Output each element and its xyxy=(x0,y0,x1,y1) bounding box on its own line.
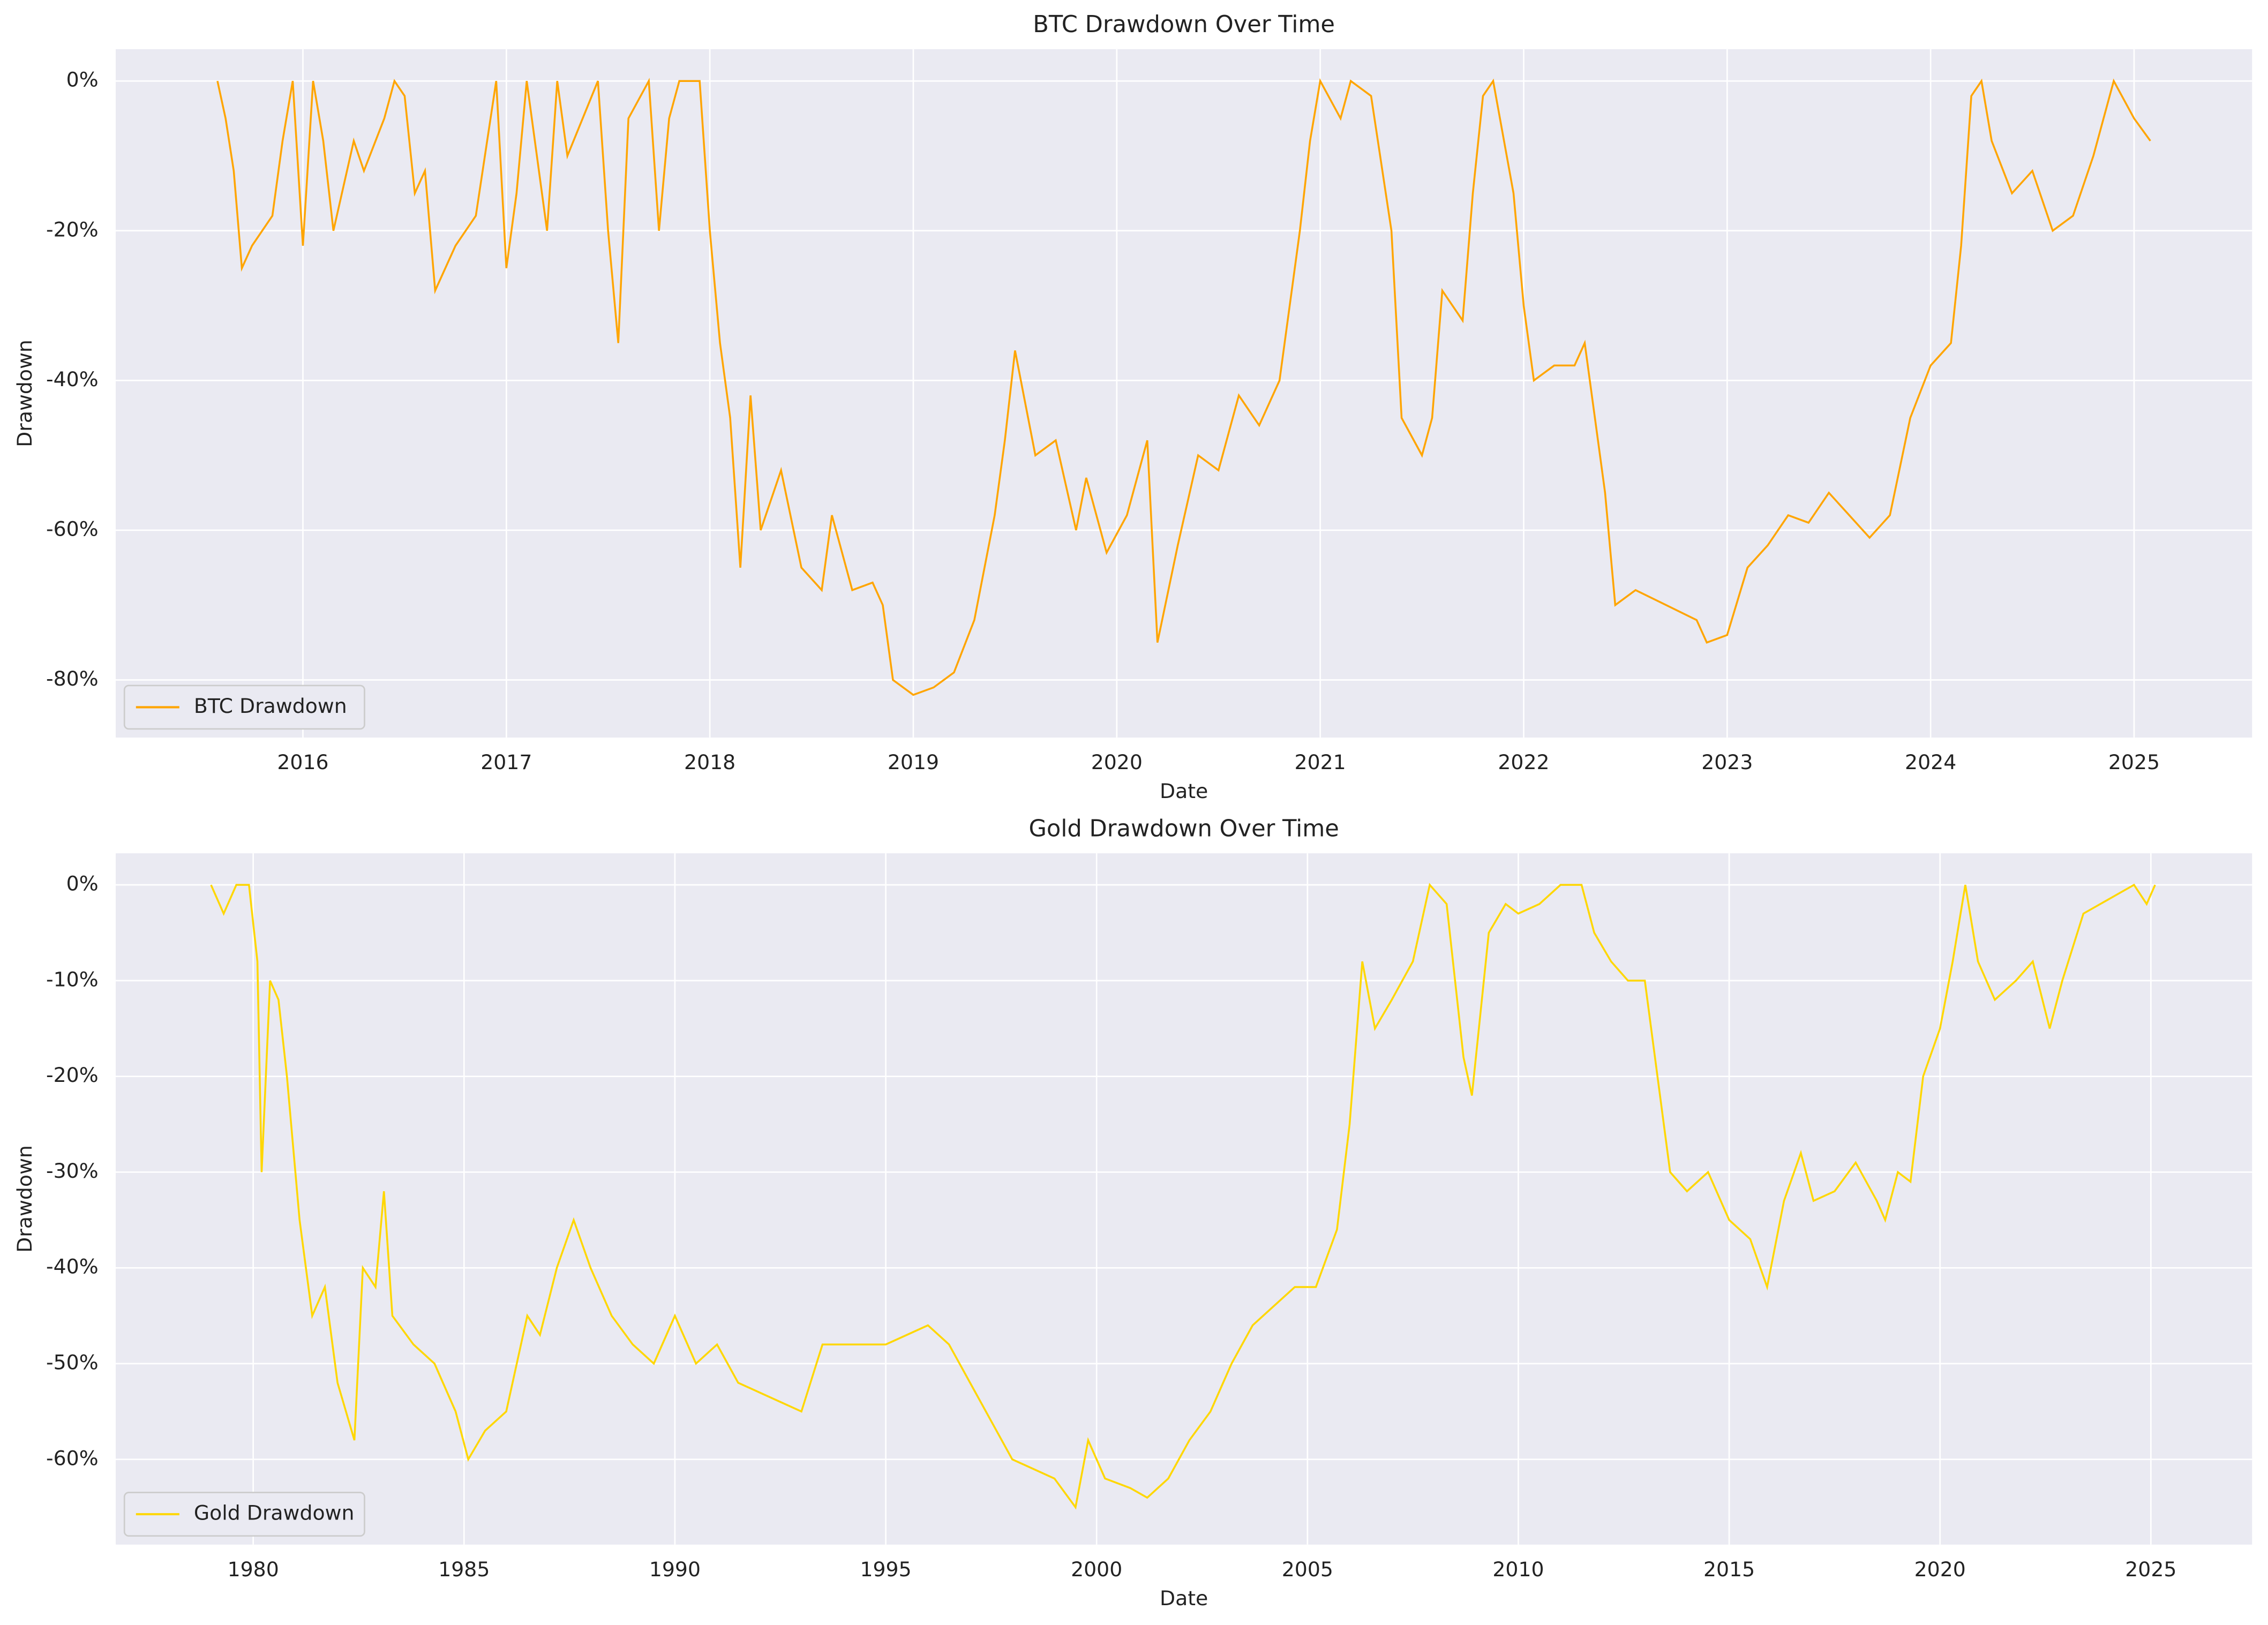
x-tick-label: 1990 xyxy=(649,1558,701,1581)
y-axis-label: Drawdown xyxy=(13,1145,36,1253)
x-tick-label: 2023 xyxy=(1701,750,1753,774)
x-tick-label: 2019 xyxy=(888,750,939,774)
y-tick-label: 0% xyxy=(66,68,99,92)
y-tick-label: -40% xyxy=(46,367,99,391)
x-tick-label: 2025 xyxy=(2125,1558,2176,1581)
y-tick-label: -50% xyxy=(46,1350,99,1374)
y-tick-label: -60% xyxy=(46,517,99,540)
y-tick-label: -30% xyxy=(46,1159,99,1183)
y-tick-label: -20% xyxy=(46,1063,99,1087)
x-tick-label: 2017 xyxy=(480,750,532,774)
x-tick-label: 2022 xyxy=(1498,750,1549,774)
x-tick-label: 2024 xyxy=(1905,750,1956,774)
x-tick-label: 2016 xyxy=(277,750,328,774)
x-tick-label: 2000 xyxy=(1071,1558,1122,1581)
x-tick-label: 2015 xyxy=(1703,1558,1755,1581)
x-tick-label: 1980 xyxy=(228,1558,279,1581)
x-axis-label: Date xyxy=(1160,779,1208,803)
y-tick-label: 0% xyxy=(66,872,99,896)
y-tick-label: -10% xyxy=(46,967,99,991)
chart-title: Gold Drawdown Over Time xyxy=(1028,815,1339,842)
y-axis-label: Drawdown xyxy=(13,340,36,447)
data-line xyxy=(210,883,2156,1510)
x-tick-label: 2010 xyxy=(1492,1558,1544,1581)
x-tick-label: 1985 xyxy=(438,1558,490,1581)
chart-title: BTC Drawdown Over Time xyxy=(1033,11,1335,38)
y-tick-label: -60% xyxy=(46,1446,99,1470)
x-tick-label: 2025 xyxy=(2108,750,2160,774)
plot-area xyxy=(116,853,2252,1545)
legend-label: Gold Drawdown xyxy=(194,1501,355,1525)
x-tick-label: 2020 xyxy=(1914,1558,1966,1581)
x-tick-label: 1995 xyxy=(860,1558,911,1581)
plot-area xyxy=(116,49,2252,738)
legend-box xyxy=(123,684,365,730)
legend-label: BTC Drawdown xyxy=(194,694,347,718)
y-tick-label: -20% xyxy=(46,217,99,241)
x-axis-label: Date xyxy=(1160,1586,1208,1610)
data-line xyxy=(216,78,2151,696)
x-tick-label: 2018 xyxy=(684,750,735,774)
legend-box xyxy=(123,1492,365,1537)
y-tick-label: -40% xyxy=(46,1255,99,1278)
x-tick-label: 2005 xyxy=(1282,1558,1333,1581)
x-tick-label: 2021 xyxy=(1295,750,1346,774)
y-tick-label: -80% xyxy=(46,667,99,690)
x-tick-label: 2020 xyxy=(1091,750,1143,774)
